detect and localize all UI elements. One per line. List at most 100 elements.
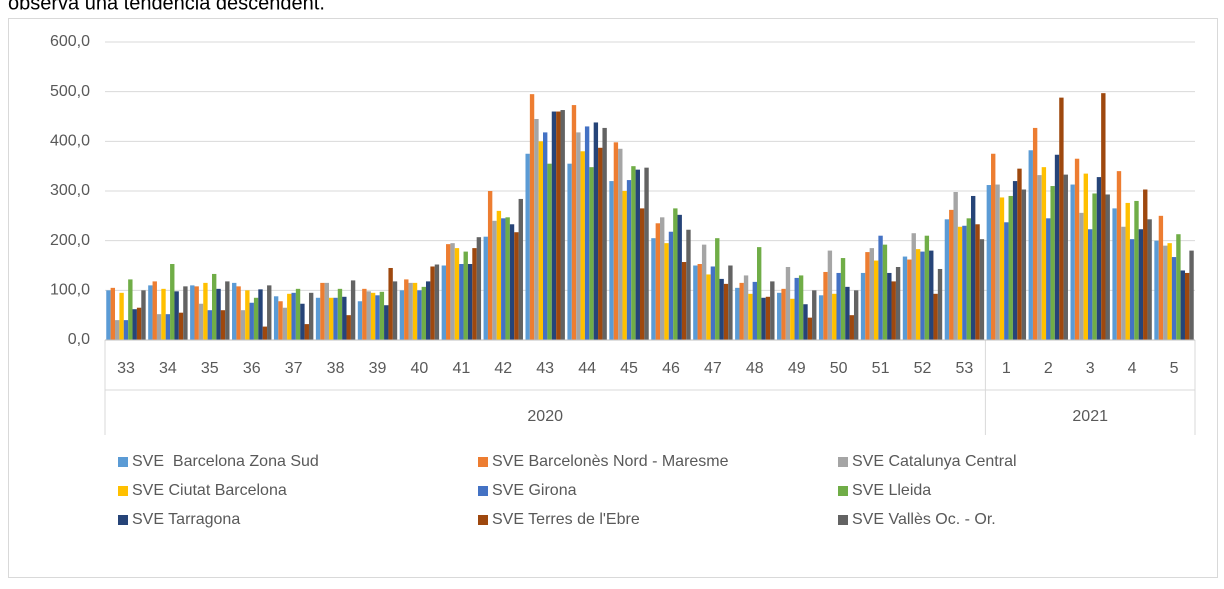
bar <box>412 282 418 340</box>
bar <box>902 256 908 340</box>
bar <box>534 118 539 340</box>
bar <box>342 296 347 340</box>
bar <box>152 281 157 340</box>
bar <box>803 304 808 340</box>
bar <box>262 326 268 340</box>
x-tick-label: 36 <box>243 360 261 377</box>
bar <box>933 293 938 340</box>
bar <box>1138 229 1144 340</box>
legend-swatch <box>118 486 128 496</box>
x-tick-label: 49 <box>788 360 806 377</box>
bar <box>1143 189 1148 340</box>
bar <box>249 302 254 340</box>
bar <box>701 244 707 340</box>
bar <box>728 265 733 340</box>
bar <box>677 214 682 340</box>
bar <box>979 239 985 340</box>
bar <box>1059 97 1064 340</box>
bar <box>1163 245 1168 340</box>
bar <box>860 272 866 340</box>
bar <box>1112 208 1117 340</box>
bar <box>525 153 530 340</box>
y-tick-label: 0,0 <box>68 331 90 348</box>
y-tick-label: 400,0 <box>50 133 90 150</box>
bar <box>710 266 716 340</box>
bar <box>417 290 422 340</box>
bar <box>384 305 389 340</box>
legend-label: SVE Terres de l'Ebre <box>492 511 640 528</box>
bar <box>1050 186 1055 340</box>
bar <box>421 286 426 340</box>
bar <box>609 181 614 340</box>
bar <box>752 281 757 340</box>
bar <box>220 310 226 340</box>
bar <box>827 250 833 340</box>
bar <box>556 111 561 341</box>
legend-swatch <box>478 457 488 467</box>
bar <box>392 281 398 340</box>
bar <box>408 282 413 340</box>
x-tick-label: 40 <box>411 360 429 377</box>
bar <box>697 264 702 340</box>
x-tick-label: 46 <box>662 360 680 377</box>
x-tick-label: 34 <box>159 360 177 377</box>
bar <box>770 281 775 340</box>
bar <box>165 314 171 340</box>
bar <box>807 317 813 340</box>
y-tick-label: 600,0 <box>50 33 90 50</box>
bar <box>1012 181 1018 340</box>
bar <box>1167 243 1172 340</box>
bar <box>1158 215 1164 340</box>
bar <box>174 291 179 340</box>
bar <box>673 208 678 340</box>
bar <box>618 148 623 340</box>
bar <box>849 315 854 340</box>
bar <box>198 303 204 340</box>
bar <box>1134 200 1139 340</box>
bar <box>450 243 455 340</box>
bar <box>463 251 468 340</box>
bar <box>818 295 824 340</box>
bar <box>874 260 879 340</box>
bar <box>995 184 1000 340</box>
bar <box>300 303 305 340</box>
bar <box>832 293 837 340</box>
group-label: 2021 <box>1072 408 1108 425</box>
bar <box>589 167 594 340</box>
bar <box>333 297 338 340</box>
bar <box>1017 168 1022 340</box>
x-tick-label: 33 <box>117 360 135 377</box>
bar <box>693 265 698 340</box>
bar <box>907 259 912 340</box>
bar <box>576 132 581 340</box>
legend-label: SVE Barcelona Zona Sud <box>132 453 319 470</box>
bar <box>949 209 954 340</box>
bar <box>119 292 124 340</box>
bar <box>278 301 283 340</box>
x-tick-label: 43 <box>536 360 554 377</box>
bar <box>1101 93 1106 340</box>
bar <box>236 286 241 340</box>
bar <box>836 272 841 340</box>
bar <box>446 244 451 340</box>
bar <box>472 248 477 340</box>
bar <box>986 185 992 340</box>
bar <box>337 288 343 340</box>
bar <box>1154 240 1159 340</box>
bar <box>719 278 724 340</box>
x-tick-label: 35 <box>201 360 219 377</box>
x-tick-label: 50 <box>830 360 848 377</box>
bar <box>110 287 116 340</box>
bar <box>459 264 464 340</box>
bar <box>273 296 279 340</box>
bar <box>375 295 380 340</box>
bar <box>1079 212 1084 340</box>
bar <box>865 252 870 340</box>
bar <box>756 247 762 340</box>
bar <box>315 297 321 340</box>
x-tick-label: 37 <box>285 360 303 377</box>
bar <box>404 279 409 340</box>
legend-label: SVE Ciutat Barcelona <box>132 482 287 499</box>
bar <box>706 274 711 340</box>
